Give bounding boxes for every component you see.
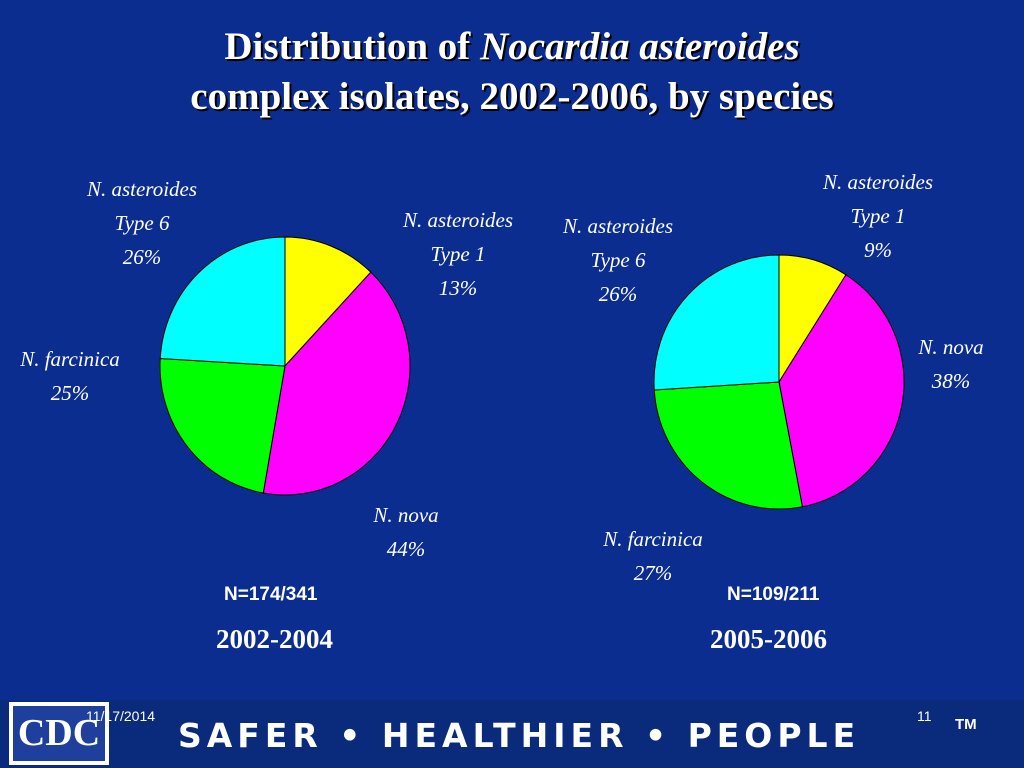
left-period-label: 2002-2004 [216,624,333,654]
title-organism: Nocardia asteroides [480,25,800,68]
title-line-1: Distribution of Nocardia asteroides [0,22,1024,72]
title-line-2: complex isolates, 2002-2006, by species [190,75,834,118]
slide-number: 11 [917,708,932,724]
pie-chart-2002-2004 [159,236,411,496]
right-label-type6-value: 26% [598,282,638,306]
left-label-type1-line2: Type 1 [430,242,486,266]
right-label-farcinica-value: 27% [633,561,673,585]
left-slice-n-asteroides-type-6 [159,236,286,367]
left-label-farcinica-value: 25% [50,381,90,405]
footer-bar [0,700,1024,768]
left-label-type6-line1: N. asteroides [86,177,198,201]
right-label-type1-value: 9% [864,238,892,262]
right-label-type6: N. asteroides Type 6 26% [538,209,698,311]
right-label-farcinica-line1: N. farcinica [603,527,703,551]
slide-title: Distribution of Nocardia asteroides comp… [0,22,1024,122]
title-prefix: Distribution of [224,25,481,68]
cdc-logo: CDC [9,702,109,765]
left-slice-n-asteroides-type-1 [284,236,372,368]
left-label-nova-value: 44% [386,537,426,561]
right-label-farcinica: N. farcinica 27% [578,522,728,590]
right-period-label: 2005-2006 [710,624,827,654]
right-slice-n-nova [778,274,905,508]
left-label-type1-value: 13% [438,276,478,300]
right-label-type1: N. asteroides Type 1 9% [798,165,958,267]
right-slice-n-asteroides-type-6 [653,254,780,391]
left-label-type1-line1: N. asteroides [402,208,514,232]
left-label-nova-line1: N. nova [373,503,439,527]
right-label-nova-value: 38% [931,369,971,393]
left-label-type1: N. asteroides Type 1 13% [378,203,538,305]
right-label-type6-line1: N. asteroides [562,214,674,238]
left-n-value: N=174/341 [224,584,318,605]
right-label-nova: N. nova 38% [896,330,1006,398]
slide-date: 11/17/2014 [86,708,156,724]
pie-chart-2005-2006 [653,254,905,510]
left-label-farcinica: N. farcinica 25% [0,342,140,410]
left-label-farcinica-line1: N. farcinica [20,347,120,371]
left-slice-n-farcinica [159,357,286,494]
footer-tagline: SAFER • HEALTHIER • PEOPLE [178,716,861,755]
right-n-value: N=109/211 [727,584,820,605]
left-label-type6-line2: Type 6 [114,211,170,235]
left-label-type6-value: 26% [122,245,162,269]
left-slice-n-nova [262,271,411,496]
right-slice-n-farcinica [653,381,804,510]
right-label-type1-line2: Type 1 [850,204,906,228]
left-label-nova: N. nova 44% [346,498,466,566]
right-label-type1-line1: N. asteroides [822,170,934,194]
trademark-symbol: TM [955,716,977,733]
right-label-nova-line1: N. nova [918,335,984,359]
left-label-type6: N. asteroides Type 6 26% [62,172,222,274]
right-label-type6-line2: Type 6 [590,248,646,272]
cdc-logo-text: CDC [13,706,105,761]
